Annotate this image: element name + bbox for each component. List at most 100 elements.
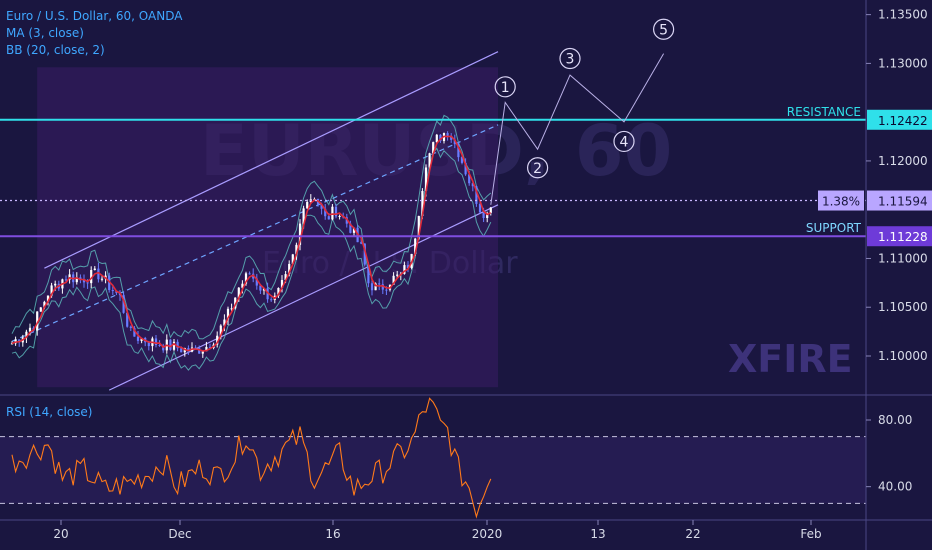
candle-body[interactable] (216, 335, 219, 345)
candle-body[interactable] (79, 277, 82, 280)
candle-body[interactable] (417, 216, 420, 239)
percent-change-badge[interactable]: 1.38% (818, 190, 864, 211)
candle-body[interactable] (162, 345, 165, 351)
candle-body[interactable] (439, 134, 442, 142)
candle-body[interactable] (450, 135, 453, 140)
candle-body[interactable] (54, 283, 57, 286)
wave-projection-path[interactable] (490, 53, 665, 205)
candle-body[interactable] (198, 347, 201, 354)
resistance-price-badge[interactable]: 1.12422 (867, 109, 932, 130)
candle-body[interactable] (90, 270, 93, 284)
candle-body[interactable] (489, 207, 492, 213)
candle-body[interactable] (349, 223, 352, 233)
candle-body[interactable] (284, 274, 287, 281)
candle-body[interactable] (226, 308, 230, 320)
candle-body[interactable] (280, 280, 284, 289)
candle-body[interactable] (381, 284, 384, 290)
candle-body[interactable] (334, 206, 338, 217)
wave-label-1[interactable]: 1 (494, 76, 516, 98)
candle-body[interactable] (133, 327, 136, 337)
candle-body[interactable] (446, 133, 449, 136)
candle-body[interactable] (241, 283, 244, 288)
channel-upper-line[interactable] (44, 51, 499, 269)
candle-body[interactable] (169, 339, 172, 350)
candle-body[interactable] (414, 238, 417, 254)
candle-body[interactable] (468, 174, 471, 184)
candle-body[interactable] (86, 282, 89, 284)
candle-body[interactable] (392, 275, 395, 285)
candle-body[interactable] (406, 265, 410, 268)
candle-body[interactable] (129, 326, 132, 328)
candle-body[interactable] (223, 319, 226, 326)
candle-body[interactable] (453, 139, 456, 145)
candle-body[interactable] (108, 275, 111, 291)
wave-label-2[interactable]: 2 (526, 157, 549, 179)
candle-body[interactable] (403, 265, 406, 274)
candle-body[interactable] (194, 347, 197, 349)
candle-body[interactable] (10, 343, 14, 345)
candle-body[interactable] (180, 348, 183, 353)
candle-body[interactable] (158, 345, 161, 347)
candle-body[interactable] (471, 183, 474, 187)
candle-body[interactable] (352, 227, 356, 233)
wave-label-3[interactable]: 3 (559, 47, 581, 70)
candle-body[interactable] (64, 279, 68, 281)
candle-body[interactable] (176, 341, 179, 349)
candle-body[interactable] (464, 162, 467, 175)
candle-body[interactable] (486, 212, 489, 218)
candle-body[interactable] (140, 337, 143, 341)
candle-body[interactable] (435, 134, 438, 143)
candle-body[interactable] (360, 242, 363, 244)
candle-body[interactable] (270, 299, 273, 301)
candle-body[interactable] (291, 254, 294, 264)
candle-body[interactable] (363, 243, 366, 265)
candle-body[interactable] (25, 331, 28, 338)
candle-body[interactable] (331, 206, 334, 220)
candle-body[interactable] (147, 342, 150, 347)
candle-body[interactable] (234, 297, 237, 309)
candle-body[interactable] (288, 263, 291, 275)
candle-body[interactable] (298, 223, 302, 245)
candle-body[interactable] (385, 289, 388, 291)
candle-body[interactable] (201, 351, 204, 354)
candle-body[interactable] (244, 273, 248, 284)
candle-body[interactable] (208, 346, 212, 348)
candle-body[interactable] (306, 202, 309, 209)
candle-body[interactable] (460, 157, 464, 163)
candle-body[interactable] (93, 268, 96, 271)
candle-body[interactable] (345, 217, 348, 224)
candle-body[interactable] (327, 216, 330, 220)
candle-body[interactable] (277, 288, 280, 296)
candle-body[interactable] (396, 274, 399, 276)
candle-body[interactable] (111, 290, 114, 292)
candle-body[interactable] (475, 186, 478, 204)
candle-body[interactable] (126, 312, 129, 327)
candle-body[interactable] (266, 288, 269, 300)
bb-indicator-label[interactable]: BB (20, close, 2) (6, 43, 105, 57)
wave-label-5[interactable]: 5 (652, 18, 675, 40)
ma-indicator-label[interactable]: MA (3, close) (6, 26, 84, 40)
candle-body[interactable] (324, 208, 327, 217)
candle-body[interactable] (28, 327, 32, 332)
candle-body[interactable] (482, 212, 485, 218)
candle-body[interactable] (259, 285, 262, 291)
candle-body[interactable] (302, 208, 305, 224)
candle-body[interactable] (136, 336, 140, 341)
candle-body[interactable] (36, 311, 39, 331)
rsi-indicator-label[interactable]: RSI (14, close) (6, 405, 93, 419)
candle-body[interactable] (320, 204, 323, 209)
candle-body[interactable] (172, 341, 176, 350)
candle-body[interactable] (378, 283, 381, 285)
wave-label-4[interactable]: 4 (613, 130, 635, 153)
candle-body[interactable] (100, 278, 104, 280)
candle-body[interactable] (428, 153, 431, 168)
candle-body[interactable] (248, 273, 251, 275)
candle-body[interactable] (39, 307, 42, 312)
candle-body[interactable] (205, 346, 208, 352)
candle-body[interactable] (122, 295, 125, 313)
candle-body[interactable] (75, 277, 78, 283)
candle-body[interactable] (97, 268, 100, 280)
candle-body[interactable] (367, 264, 370, 284)
candle-body[interactable] (255, 278, 258, 286)
